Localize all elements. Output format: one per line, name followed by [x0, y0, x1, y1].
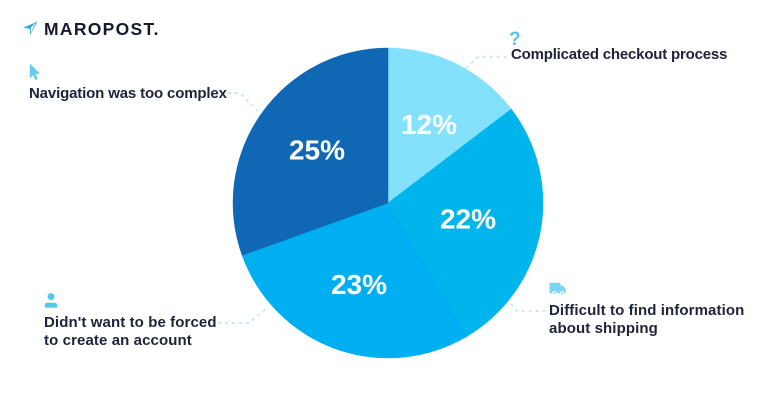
svg-text:12%: 12%: [401, 109, 457, 140]
svg-text:?: ?: [509, 29, 521, 50]
svg-text:22%: 22%: [440, 204, 496, 235]
svg-text:23%: 23%: [331, 269, 387, 300]
svg-text:25%: 25%: [289, 135, 345, 166]
